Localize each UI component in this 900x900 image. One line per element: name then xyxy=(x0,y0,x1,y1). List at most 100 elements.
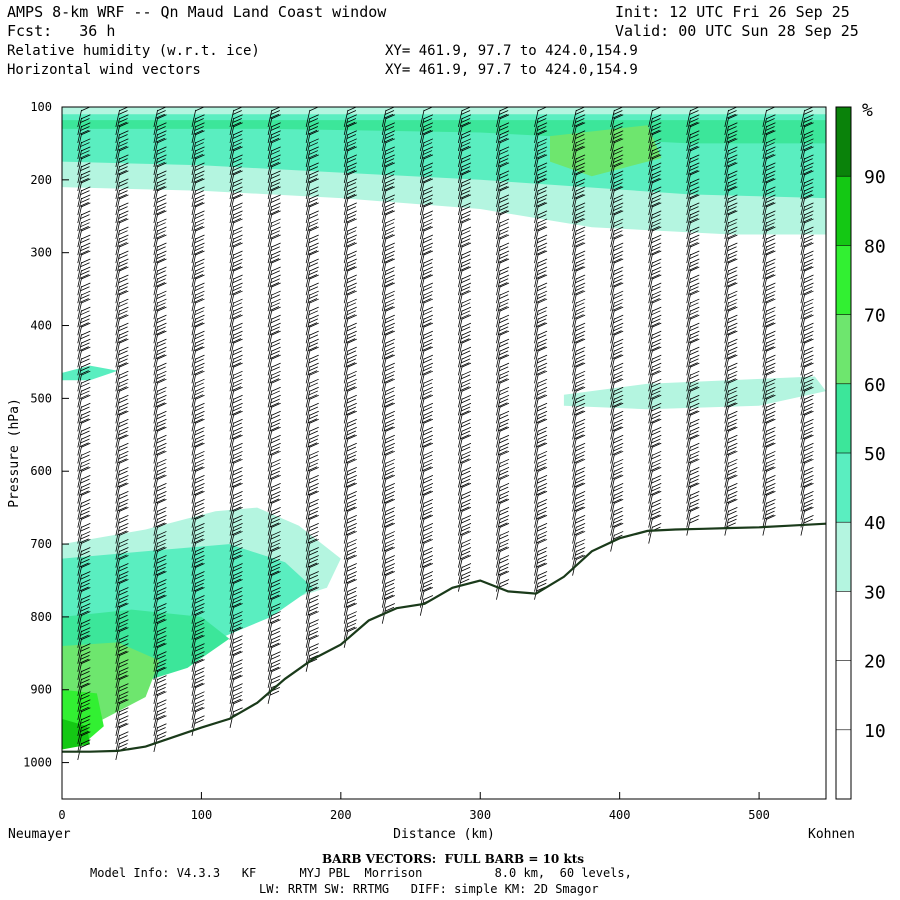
barb-flag xyxy=(157,474,167,480)
barb-flag xyxy=(422,262,433,268)
barb-flag xyxy=(231,602,242,608)
barb-staff xyxy=(419,566,425,584)
barb-flag xyxy=(804,306,814,312)
barb-flag xyxy=(271,114,281,120)
barb-staff xyxy=(724,486,729,504)
barb-staff xyxy=(381,262,387,280)
barb-flag xyxy=(460,286,471,292)
barb-flag xyxy=(498,570,508,576)
barb-flag xyxy=(650,177,660,183)
barb-flag xyxy=(232,671,242,676)
barb-flag xyxy=(81,539,91,544)
barb-flag xyxy=(728,378,738,384)
barb-flag xyxy=(232,286,242,292)
barb-flag xyxy=(80,414,90,420)
barb-flag xyxy=(460,194,470,199)
barb-staff xyxy=(800,157,806,176)
barb-staff xyxy=(534,390,539,408)
barb-flag xyxy=(422,526,433,532)
barb-flag xyxy=(423,507,434,512)
barb-flag xyxy=(157,410,167,416)
barb-flag xyxy=(727,390,737,396)
barb-staff xyxy=(572,446,577,464)
barb-staff xyxy=(77,326,82,344)
barb-staff xyxy=(267,342,273,360)
barb-flag xyxy=(195,178,205,184)
barb-staff xyxy=(191,526,197,544)
barb-flag xyxy=(460,334,471,340)
barb-flag xyxy=(385,402,395,408)
barb-flag xyxy=(347,466,357,472)
barb-flag xyxy=(81,627,91,632)
barb-flag xyxy=(652,354,662,360)
barb-flag xyxy=(195,458,205,464)
barb-flag xyxy=(766,458,776,464)
barb-staff xyxy=(610,165,615,184)
barb-staff xyxy=(457,526,463,544)
barb-staff xyxy=(686,117,691,136)
barb-staff xyxy=(381,173,387,192)
barb-flag xyxy=(271,667,281,673)
barb-flag xyxy=(81,555,91,560)
colorbar-label: 60 xyxy=(864,375,886,396)
barb-flag xyxy=(157,418,167,424)
barb-flag xyxy=(765,318,775,324)
barb-flag xyxy=(613,110,623,115)
barb-flag xyxy=(309,394,319,400)
barb-flag xyxy=(614,531,624,536)
barb-flag xyxy=(345,386,356,392)
barb-staff xyxy=(115,181,120,200)
barb-staff xyxy=(229,566,235,584)
barb-flag xyxy=(690,178,700,184)
barb-flag xyxy=(766,402,776,408)
barb-flag xyxy=(156,486,166,492)
barb-flag xyxy=(537,571,548,576)
barb-flag xyxy=(690,507,700,512)
barb-flag xyxy=(690,418,700,424)
barb-flag xyxy=(613,174,623,179)
barb-flag xyxy=(727,222,737,228)
barb-flag xyxy=(309,643,319,648)
barb-flag xyxy=(385,154,395,160)
barb-flag xyxy=(347,378,357,384)
barb-flag xyxy=(652,474,662,480)
barb-flag xyxy=(346,470,357,476)
barb-staff xyxy=(800,165,806,184)
barb-flag xyxy=(727,158,737,163)
barb-flag xyxy=(270,606,280,612)
barb-flag xyxy=(802,458,812,464)
barb-flag xyxy=(536,514,546,520)
barb-flag xyxy=(422,274,432,279)
barb-flag xyxy=(689,142,699,147)
barb-flag xyxy=(804,242,814,248)
barb-flag xyxy=(157,242,167,248)
barb-staff xyxy=(800,366,806,384)
barb-staff xyxy=(153,574,159,592)
barb-staff xyxy=(534,558,539,576)
barb-flag xyxy=(271,619,281,624)
barb-flag xyxy=(650,442,660,448)
barb-flag xyxy=(498,546,508,552)
barb-flag xyxy=(614,162,624,168)
barb-flag xyxy=(118,671,128,676)
barb-flag xyxy=(157,162,167,168)
barb-flag xyxy=(347,507,357,512)
barb-flag xyxy=(118,743,128,748)
barb-staff xyxy=(305,622,311,640)
barb-staff xyxy=(229,222,235,240)
barb-flag xyxy=(726,330,736,335)
barb-flag xyxy=(81,282,91,288)
barb-flag xyxy=(537,150,547,155)
barb-staff xyxy=(762,141,767,160)
barb-flag xyxy=(81,410,91,416)
barb-flag xyxy=(119,627,129,632)
barb-staff xyxy=(305,422,311,440)
barb-staff xyxy=(267,606,273,624)
barb-flag xyxy=(119,322,129,328)
barb-staff xyxy=(77,334,82,352)
barb-staff xyxy=(229,454,235,472)
barb-flag xyxy=(499,194,510,200)
barb-flag xyxy=(347,515,357,520)
barb-flag xyxy=(499,174,509,179)
barb-flag xyxy=(118,398,128,404)
